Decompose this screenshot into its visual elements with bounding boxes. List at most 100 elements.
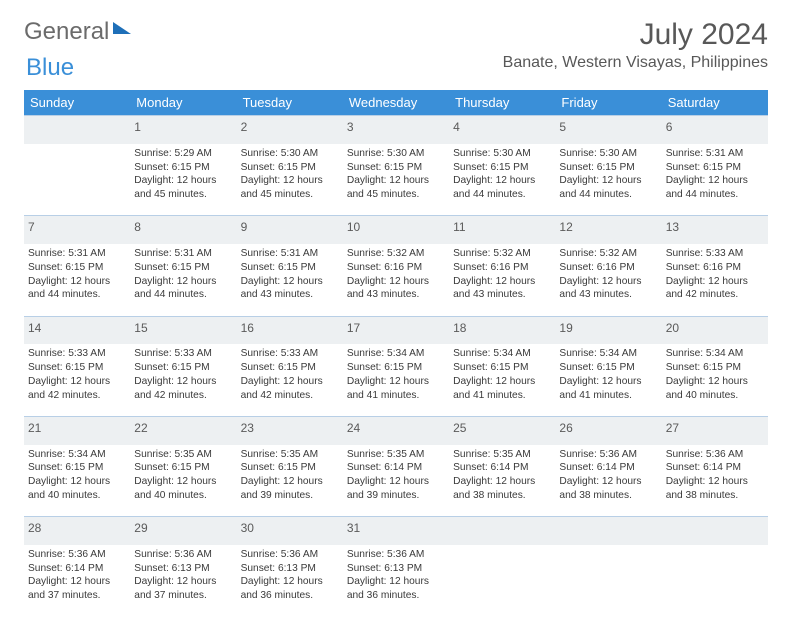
day-number-cell: 17 xyxy=(343,316,449,344)
day-number-cell: 30 xyxy=(237,517,343,545)
sunrise-text: Sunrise: 5:32 AM xyxy=(347,247,445,261)
day-content-cell xyxy=(24,144,130,216)
day-number-cell: 1 xyxy=(130,116,236,144)
sunset-text: Sunset: 6:15 PM xyxy=(347,161,445,175)
sunset-text: Sunset: 6:13 PM xyxy=(241,562,339,576)
day-number-cell: 11 xyxy=(449,216,555,244)
sunset-text: Sunset: 6:15 PM xyxy=(28,261,126,275)
week-content-row: Sunrise: 5:36 AMSunset: 6:14 PMDaylight:… xyxy=(24,545,768,617)
day-number: 12 xyxy=(559,220,572,234)
day-content-cell: Sunrise: 5:33 AMSunset: 6:15 PMDaylight:… xyxy=(130,344,236,416)
sunset-text: Sunset: 6:15 PM xyxy=(347,361,445,375)
day-number: 1 xyxy=(134,120,141,134)
day-number: 29 xyxy=(134,521,147,535)
day-number-cell: 7 xyxy=(24,216,130,244)
day-content-cell: Sunrise: 5:31 AMSunset: 6:15 PMDaylight:… xyxy=(130,244,236,316)
day-number-cell: 21 xyxy=(24,416,130,444)
day-number: 22 xyxy=(134,421,147,435)
sunrise-text: Sunrise: 5:35 AM xyxy=(134,448,232,462)
day-content-cell: Sunrise: 5:36 AMSunset: 6:13 PMDaylight:… xyxy=(343,545,449,617)
day-content-cell: Sunrise: 5:34 AMSunset: 6:15 PMDaylight:… xyxy=(449,344,555,416)
day-content-cell: Sunrise: 5:34 AMSunset: 6:15 PMDaylight:… xyxy=(24,445,130,517)
daylight-text: Daylight: 12 hours and 39 minutes. xyxy=(347,475,445,503)
day-number-cell xyxy=(24,116,130,144)
sunrise-text: Sunrise: 5:32 AM xyxy=(559,247,657,261)
day-number-cell: 2 xyxy=(237,116,343,144)
day-content-cell: Sunrise: 5:34 AMSunset: 6:15 PMDaylight:… xyxy=(343,344,449,416)
day-content-cell: Sunrise: 5:30 AMSunset: 6:15 PMDaylight:… xyxy=(449,144,555,216)
day-content-cell: Sunrise: 5:34 AMSunset: 6:15 PMDaylight:… xyxy=(555,344,661,416)
sunrise-text: Sunrise: 5:36 AM xyxy=(28,548,126,562)
sunrise-text: Sunrise: 5:33 AM xyxy=(241,347,339,361)
day-content-cell: Sunrise: 5:35 AMSunset: 6:14 PMDaylight:… xyxy=(343,445,449,517)
sunset-text: Sunset: 6:15 PM xyxy=(28,361,126,375)
daylight-text: Daylight: 12 hours and 42 minutes. xyxy=(28,375,126,403)
day-content-cell: Sunrise: 5:30 AMSunset: 6:15 PMDaylight:… xyxy=(237,144,343,216)
sunset-text: Sunset: 6:14 PM xyxy=(559,461,657,475)
sunset-text: Sunset: 6:15 PM xyxy=(134,461,232,475)
day-content-cell: Sunrise: 5:36 AMSunset: 6:14 PMDaylight:… xyxy=(662,445,768,517)
daylight-text: Daylight: 12 hours and 37 minutes. xyxy=(134,575,232,603)
day-content-cell: Sunrise: 5:33 AMSunset: 6:15 PMDaylight:… xyxy=(24,344,130,416)
sunrise-text: Sunrise: 5:31 AM xyxy=(134,247,232,261)
sunrise-text: Sunrise: 5:30 AM xyxy=(453,147,551,161)
sunrise-text: Sunrise: 5:33 AM xyxy=(28,347,126,361)
day-number: 20 xyxy=(666,321,679,335)
sunrise-text: Sunrise: 5:36 AM xyxy=(666,448,764,462)
weekday-saturday: Saturday xyxy=(662,90,768,116)
daylight-text: Daylight: 12 hours and 36 minutes. xyxy=(347,575,445,603)
sunset-text: Sunset: 6:15 PM xyxy=(453,161,551,175)
sunrise-text: Sunrise: 5:35 AM xyxy=(241,448,339,462)
daylight-text: Daylight: 12 hours and 43 minutes. xyxy=(559,275,657,303)
day-content-cell: Sunrise: 5:35 AMSunset: 6:14 PMDaylight:… xyxy=(449,445,555,517)
day-number-cell: 20 xyxy=(662,316,768,344)
daylight-text: Daylight: 12 hours and 45 minutes. xyxy=(134,174,232,202)
daylight-text: Daylight: 12 hours and 40 minutes. xyxy=(28,475,126,503)
day-number: 11 xyxy=(453,220,465,234)
day-number: 9 xyxy=(241,220,248,234)
daylight-text: Daylight: 12 hours and 44 minutes. xyxy=(559,174,657,202)
sunset-text: Sunset: 6:15 PM xyxy=(134,161,232,175)
weekday-friday: Friday xyxy=(555,90,661,116)
day-number: 10 xyxy=(347,220,360,234)
day-number-cell: 9 xyxy=(237,216,343,244)
sunset-text: Sunset: 6:16 PM xyxy=(347,261,445,275)
daylight-text: Daylight: 12 hours and 40 minutes. xyxy=(666,375,764,403)
day-content-cell: Sunrise: 5:31 AMSunset: 6:15 PMDaylight:… xyxy=(662,144,768,216)
sunset-text: Sunset: 6:15 PM xyxy=(666,361,764,375)
daylight-text: Daylight: 12 hours and 44 minutes. xyxy=(134,275,232,303)
weekday-header-row: Sunday Monday Tuesday Wednesday Thursday… xyxy=(24,90,768,116)
sunset-text: Sunset: 6:15 PM xyxy=(241,461,339,475)
daylight-text: Daylight: 12 hours and 44 minutes. xyxy=(453,174,551,202)
sunset-text: Sunset: 6:16 PM xyxy=(559,261,657,275)
day-number-cell: 23 xyxy=(237,416,343,444)
sunset-text: Sunset: 6:15 PM xyxy=(453,361,551,375)
day-content-cell: Sunrise: 5:34 AMSunset: 6:15 PMDaylight:… xyxy=(662,344,768,416)
location-label: Banate, Western Visayas, Philippines xyxy=(503,54,768,72)
week-number-row: 28293031 xyxy=(24,517,768,545)
day-number-cell: 5 xyxy=(555,116,661,144)
day-number: 19 xyxy=(559,321,572,335)
week-number-row: 123456 xyxy=(24,116,768,144)
sunset-text: Sunset: 6:15 PM xyxy=(559,361,657,375)
day-content-cell: Sunrise: 5:36 AMSunset: 6:14 PMDaylight:… xyxy=(555,445,661,517)
daylight-text: Daylight: 12 hours and 43 minutes. xyxy=(453,275,551,303)
day-number: 7 xyxy=(28,220,35,234)
sunrise-text: Sunrise: 5:30 AM xyxy=(241,147,339,161)
sunrise-text: Sunrise: 5:29 AM xyxy=(134,147,232,161)
logo-word-1: General xyxy=(24,18,109,46)
day-number-cell: 8 xyxy=(130,216,236,244)
sunset-text: Sunset: 6:15 PM xyxy=(241,161,339,175)
day-content-cell: Sunrise: 5:36 AMSunset: 6:14 PMDaylight:… xyxy=(24,545,130,617)
day-content-cell: Sunrise: 5:31 AMSunset: 6:15 PMDaylight:… xyxy=(237,244,343,316)
daylight-text: Daylight: 12 hours and 44 minutes. xyxy=(666,174,764,202)
daylight-text: Daylight: 12 hours and 36 minutes. xyxy=(241,575,339,603)
sunrise-text: Sunrise: 5:34 AM xyxy=(347,347,445,361)
day-number: 6 xyxy=(666,120,673,134)
day-number-cell: 15 xyxy=(130,316,236,344)
daylight-text: Daylight: 12 hours and 40 minutes. xyxy=(134,475,232,503)
day-content-cell: Sunrise: 5:32 AMSunset: 6:16 PMDaylight:… xyxy=(449,244,555,316)
sunrise-text: Sunrise: 5:30 AM xyxy=(347,147,445,161)
day-number: 16 xyxy=(241,321,254,335)
sunset-text: Sunset: 6:15 PM xyxy=(666,161,764,175)
